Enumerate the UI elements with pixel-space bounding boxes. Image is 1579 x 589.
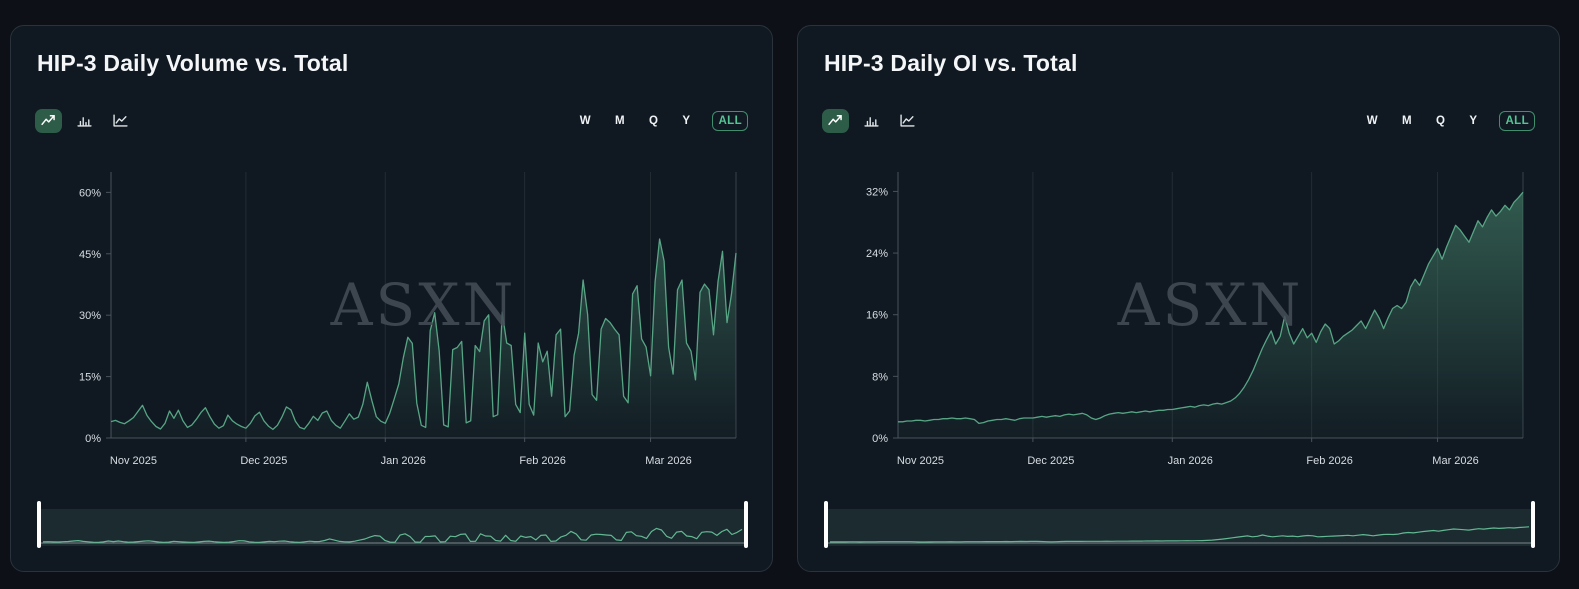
svg-text:30%: 30% xyxy=(79,310,101,322)
oi-panel-title: HIP-3 Daily OI vs. Total xyxy=(824,50,1078,76)
oi-panel: HIP-3 Daily OI vs. Total xyxy=(797,25,1560,572)
trend-line-type-button[interactable] xyxy=(35,109,62,133)
svg-text:Jan 2026: Jan 2026 xyxy=(1168,455,1213,467)
volume-main-chart[interactable]: 0% 15% 30% 45% 60% Nov 2025 Dec 2025 Jan 2026 Fe… xyxy=(35,168,750,474)
range-month-button[interactable]: M xyxy=(613,112,627,130)
svg-text:15%: 15% xyxy=(79,372,101,384)
bar-chart-type-button[interactable] xyxy=(858,109,885,133)
area-line-type-button[interactable] xyxy=(894,109,921,133)
range-year-button[interactable]: Y xyxy=(680,112,692,130)
svg-text:16%: 16% xyxy=(866,310,888,322)
svg-text:Dec 2025: Dec 2025 xyxy=(240,455,287,467)
svg-text:45%: 45% xyxy=(79,249,101,261)
range-week-button[interactable]: W xyxy=(578,112,593,130)
volume-navigator[interactable] xyxy=(37,501,748,548)
volume-panel: HIP-3 Daily Volume vs. Total xyxy=(10,25,773,572)
bar-chart-icon xyxy=(864,113,879,130)
svg-text:Mar 2026: Mar 2026 xyxy=(645,455,691,467)
svg-text:0%: 0% xyxy=(872,433,888,445)
navigator-left-handle[interactable] xyxy=(37,501,41,548)
range-all-button[interactable]: ALL xyxy=(1499,111,1535,131)
svg-text:Dec 2025: Dec 2025 xyxy=(1027,455,1074,467)
volume-chart-type-group xyxy=(35,109,134,133)
range-quarter-button[interactable]: Q xyxy=(647,112,660,130)
range-all-button[interactable]: ALL xyxy=(712,111,748,131)
svg-text:Feb 2026: Feb 2026 xyxy=(519,455,565,467)
bar-chart-type-button[interactable] xyxy=(71,109,98,133)
svg-text:Feb 2026: Feb 2026 xyxy=(1306,455,1352,467)
svg-text:32%: 32% xyxy=(866,186,888,198)
volume-chart-area: 0% 15% 30% 45% 60% Nov 2025 Dec 2025 Jan 2026 Fe… xyxy=(35,168,748,474)
volume-navigator-chart[interactable] xyxy=(37,502,748,547)
range-year-button[interactable]: Y xyxy=(1467,112,1479,130)
svg-text:Jan 2026: Jan 2026 xyxy=(381,455,426,467)
volume-panel-title: HIP-3 Daily Volume vs. Total xyxy=(37,50,349,76)
svg-text:Nov 2025: Nov 2025 xyxy=(110,455,157,467)
navigator-right-handle[interactable] xyxy=(1531,501,1535,548)
oi-navigator[interactable] xyxy=(824,501,1535,548)
svg-text:24%: 24% xyxy=(866,248,888,260)
line-chart-icon xyxy=(900,113,915,130)
oi-navigator-chart[interactable] xyxy=(824,502,1535,547)
trend-line-type-button[interactable] xyxy=(822,109,849,133)
trend-up-icon xyxy=(41,113,56,129)
svg-text:60%: 60% xyxy=(79,187,101,199)
range-quarter-button[interactable]: Q xyxy=(1434,112,1447,130)
navigator-right-handle[interactable] xyxy=(744,501,748,548)
bar-chart-icon xyxy=(77,113,92,130)
oi-toolbar: W M Q Y ALL xyxy=(822,108,1535,134)
svg-text:Mar 2026: Mar 2026 xyxy=(1432,455,1478,467)
oi-main-chart[interactable]: 0% 8% 16% 24% 32% Nov 2025 Dec 2025 Jan 2026 Feb… xyxy=(822,168,1537,474)
svg-text:8%: 8% xyxy=(872,371,888,383)
oi-chart-type-group xyxy=(822,109,921,133)
svg-text:0%: 0% xyxy=(85,433,101,445)
oi-chart-area: 0% 8% 16% 24% 32% Nov 2025 Dec 2025 Jan 2026 Feb… xyxy=(822,168,1535,474)
volume-toolbar: W M Q Y ALL xyxy=(35,108,748,134)
svg-text:Nov 2025: Nov 2025 xyxy=(897,455,944,467)
trend-up-icon xyxy=(828,113,843,129)
area-line-type-button[interactable] xyxy=(107,109,134,133)
volume-range-group: W M Q Y ALL xyxy=(578,111,748,131)
oi-range-group: W M Q Y ALL xyxy=(1365,111,1535,131)
range-week-button[interactable]: W xyxy=(1365,112,1380,130)
line-chart-icon xyxy=(113,113,128,130)
navigator-left-handle[interactable] xyxy=(824,501,828,548)
range-month-button[interactable]: M xyxy=(1400,112,1414,130)
